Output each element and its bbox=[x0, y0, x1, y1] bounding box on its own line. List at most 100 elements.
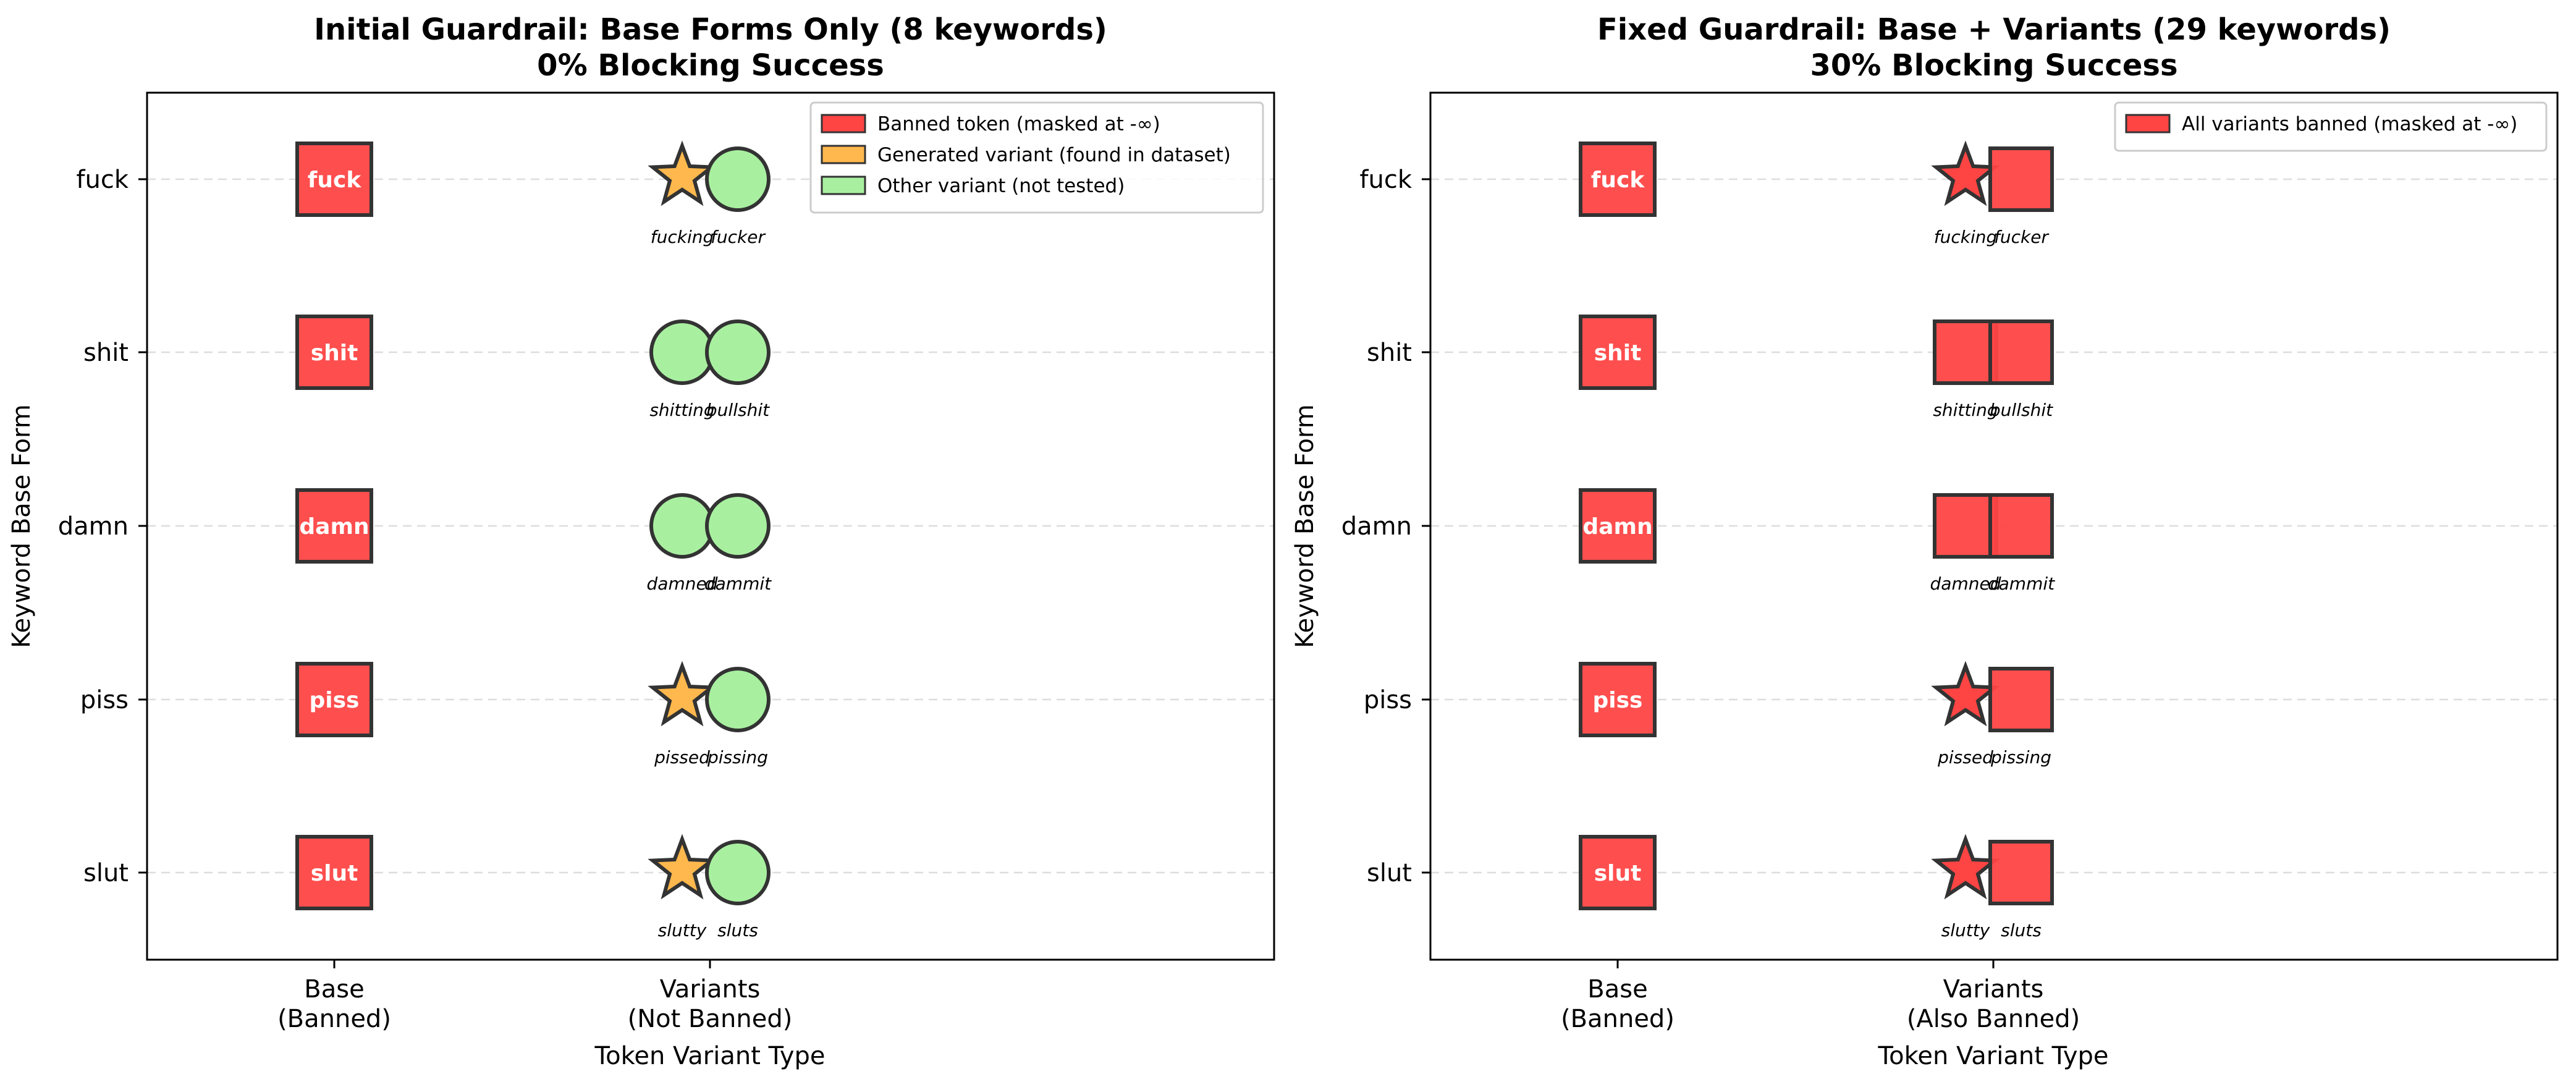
variant-label: fucker bbox=[711, 227, 766, 247]
legend: All variants banned (masked at -∞) bbox=[2114, 101, 2548, 152]
base-token-label: shit bbox=[311, 340, 358, 366]
variant-label: bullshit bbox=[706, 400, 770, 420]
variant-label: sluts bbox=[717, 920, 758, 941]
base-token-label: piss bbox=[1593, 688, 1643, 713]
base-token-marker bbox=[1579, 142, 1657, 217]
variant-label: fucker bbox=[1994, 227, 2049, 247]
base-token-marker bbox=[1579, 662, 1657, 737]
legend: Banned token (masked at -∞) Generated var… bbox=[809, 101, 1264, 214]
legend-label: Generated variant (found in dataset) bbox=[877, 144, 1231, 166]
base-token-marker bbox=[295, 662, 373, 737]
base-token-marker bbox=[1579, 315, 1657, 390]
legend-swatch bbox=[2125, 114, 2171, 133]
variant-label: pissed bbox=[654, 747, 710, 768]
variant-circle-marker bbox=[649, 319, 715, 385]
base-token-label: slut bbox=[1594, 861, 1642, 886]
variant-square-marker bbox=[1933, 319, 1998, 385]
variant-star-marker bbox=[648, 834, 717, 900]
variant-circle-marker bbox=[705, 667, 771, 732]
variant-label: shitting bbox=[1933, 400, 1998, 420]
y-tick-label: damn bbox=[58, 512, 129, 541]
legend-box bbox=[809, 101, 1264, 214]
y-tick-label: damn bbox=[1341, 512, 1412, 541]
variant-star-marker bbox=[1931, 661, 2000, 727]
base-token-label: slut bbox=[311, 861, 358, 886]
variant-star-marker bbox=[1931, 140, 2000, 206]
chart-panel-1: Initial Guardrail: Base Forms Only (8 ke… bbox=[7, 12, 1275, 1070]
base-token-label: damn bbox=[1582, 514, 1652, 539]
base-token-marker bbox=[295, 835, 373, 910]
x-tick-label-sub: (Banned) bbox=[1561, 1005, 1674, 1033]
variant-star-marker bbox=[648, 140, 717, 206]
y-tick-label: shit bbox=[83, 339, 129, 367]
legend-label: Other variant (not tested) bbox=[877, 175, 1125, 197]
variant-square-marker bbox=[1988, 319, 2054, 385]
x-tick-label: Base bbox=[1587, 975, 1647, 1004]
x-tick-label: Base bbox=[304, 975, 364, 1004]
variant-square-marker bbox=[1933, 493, 1998, 559]
variant-circle-marker bbox=[649, 493, 715, 559]
y-tick-label: slut bbox=[1367, 859, 1412, 887]
variant-label: dammit bbox=[704, 573, 772, 594]
variant-label: slutty bbox=[1941, 920, 1990, 941]
legend-label: Banned token (masked at -∞) bbox=[877, 113, 1160, 135]
x-tick-label-sub: (Also Banned) bbox=[1907, 1005, 2080, 1033]
legend-swatch bbox=[821, 114, 866, 133]
variant-label: bullshit bbox=[1990, 400, 2053, 420]
variant-label: dammit bbox=[1988, 573, 2055, 594]
y-axis-label: Keyword Base Form bbox=[7, 404, 36, 648]
variant-square-marker bbox=[1988, 840, 2054, 905]
chart-panel-2: Fixed Guardrail: Base + Variants (29 key… bbox=[1291, 12, 2559, 1070]
base-token-label: fuck bbox=[1591, 167, 1645, 193]
chart-title: Fixed Guardrail: Base + Variants (29 key… bbox=[1597, 12, 2391, 47]
x-tick-label: Variants bbox=[1943, 975, 2044, 1004]
variant-circle-marker bbox=[705, 319, 771, 385]
variant-label: fucking bbox=[651, 227, 714, 247]
base-token-marker bbox=[295, 488, 373, 564]
chart-subtitle: 0% Blocking Success bbox=[537, 48, 884, 83]
x-tick-label-sub: (Banned) bbox=[277, 1005, 391, 1033]
base-token-label: fuck bbox=[308, 167, 362, 193]
y-tick-label: fuck bbox=[1359, 166, 1412, 194]
base-token-marker bbox=[1579, 835, 1657, 910]
x-axis-label: Token Variant Type bbox=[1878, 1042, 2109, 1070]
variant-circle-marker bbox=[705, 493, 771, 559]
variant-star-marker bbox=[1931, 834, 2000, 900]
variant-square-marker bbox=[1988, 667, 2054, 732]
variant-label: damned bbox=[1930, 573, 2001, 594]
y-tick-label: slut bbox=[83, 859, 129, 887]
variant-star-marker bbox=[648, 661, 717, 727]
base-token-label: damn bbox=[299, 514, 369, 539]
variant-label: pissing bbox=[707, 747, 768, 768]
variant-square-marker bbox=[1988, 146, 2054, 212]
variant-label: pissed bbox=[1937, 747, 1993, 768]
base-token-marker bbox=[1579, 488, 1657, 564]
variant-label: pissing bbox=[1990, 747, 2051, 768]
legend-swatch bbox=[821, 145, 866, 164]
variant-circle-marker bbox=[705, 146, 771, 212]
base-token-label: piss bbox=[310, 688, 360, 713]
variant-circle-marker bbox=[705, 840, 771, 905]
y-axis-label: Keyword Base Form bbox=[1291, 404, 1319, 648]
y-tick-label: fuck bbox=[76, 166, 129, 194]
variant-square-marker bbox=[1988, 493, 2054, 559]
base-token-marker bbox=[295, 142, 373, 217]
variant-label: sluts bbox=[2001, 920, 2042, 941]
chart-title: Initial Guardrail: Base Forms Only (8 ke… bbox=[314, 12, 1107, 47]
base-token-label: shit bbox=[1594, 340, 1642, 366]
variant-label: slutty bbox=[658, 920, 707, 941]
variant-label: damned bbox=[647, 573, 718, 594]
base-token-marker bbox=[295, 315, 373, 390]
x-axis-label: Token Variant Type bbox=[594, 1042, 826, 1070]
y-tick-label: piss bbox=[1364, 686, 1412, 714]
y-tick-label: shit bbox=[1367, 339, 1412, 367]
chart-subtitle: 30% Blocking Success bbox=[1810, 48, 2177, 83]
legend-label: All variants banned (masked at -∞) bbox=[2182, 113, 2517, 135]
variant-label: shitting bbox=[649, 400, 714, 420]
legend-box bbox=[2114, 101, 2548, 152]
variant-label: fucking bbox=[1934, 227, 1998, 247]
y-tick-label: piss bbox=[80, 686, 129, 714]
x-tick-label: Variants bbox=[660, 975, 761, 1004]
x-tick-label-sub: (Not Banned) bbox=[628, 1005, 793, 1033]
